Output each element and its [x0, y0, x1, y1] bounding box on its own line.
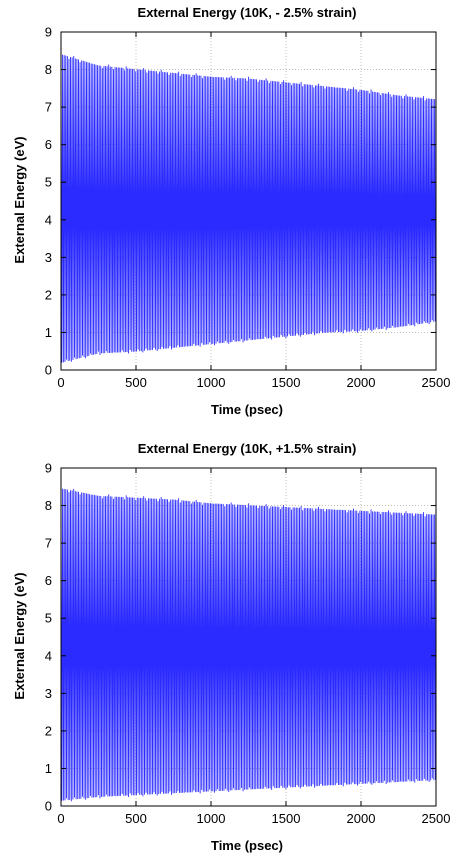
y-tick-label: 8: [45, 62, 52, 77]
data-series: [60, 488, 436, 802]
y-tick-label: 7: [45, 536, 52, 551]
plot-border: [60, 31, 437, 371]
chart-svg-strain-plus: External Energy (10K, +1.5% strain) Time…: [12, 441, 450, 853]
x-tick-label: 500: [125, 811, 147, 826]
y-tick-label: 1: [45, 761, 52, 776]
y-axis-ticks: 0 1 2 3 4 5 6 7 8 9: [45, 25, 436, 378]
y-tick-label: 2: [45, 287, 52, 302]
chart-svg-strain-minus: External Energy (10K, - 2.5% strain) Tim…: [12, 5, 450, 417]
y-tick-label: 7: [45, 100, 52, 115]
y-tick-label: 3: [45, 686, 52, 701]
y-tick-label: 5: [45, 611, 52, 626]
series-line: [60, 488, 436, 802]
y-tick-label: 9: [45, 25, 52, 40]
plot-border: [60, 467, 437, 807]
y-tick-label: 0: [45, 363, 52, 378]
x-tick-label: 2500: [422, 375, 451, 390]
y-tick-label: 4: [45, 648, 52, 663]
x-tick-label: 1500: [272, 375, 301, 390]
x-tick-label: 0: [57, 375, 64, 390]
x-tick-label: 1000: [197, 811, 226, 826]
x-axis-title: Time (psec): [211, 402, 283, 417]
plot-frame: [60, 467, 437, 807]
x-tick-label: 2500: [422, 811, 451, 826]
x-tick-label: 1500: [272, 811, 301, 826]
x-axis-ticks: 0 500 1000 1500 2000 2500: [57, 32, 450, 390]
x-tick-label: 2000: [347, 811, 376, 826]
y-axis-ticks: 0 1 2 3 4 5 6 7 8 9: [45, 461, 436, 814]
y-axis-title: External Energy (eV): [12, 572, 27, 699]
x-tick-label: 0: [57, 811, 64, 826]
x-tick-label: 2000: [347, 375, 376, 390]
chart-title: External Energy (10K, +1.5% strain): [138, 441, 357, 456]
chart-title: External Energy (10K, - 2.5% strain): [138, 5, 357, 20]
y-axis-title: External Energy (eV): [12, 136, 27, 263]
x-tick-label: 1000: [197, 375, 226, 390]
y-tick-label: 5: [45, 175, 52, 190]
chart-panel-strain-minus: External Energy (10K, - 2.5% strain) Tim…: [12, 5, 450, 417]
plot-frame: [60, 31, 437, 371]
y-tick-label: 6: [45, 573, 52, 588]
chart-panel-strain-plus: External Energy (10K, +1.5% strain) Time…: [0, 428, 459, 856]
x-tick-label: 500: [125, 375, 147, 390]
y-tick-label: 0: [45, 799, 52, 814]
series-line: [60, 54, 436, 363]
y-tick-label: 8: [45, 498, 52, 513]
y-tick-label: 1: [45, 325, 52, 340]
y-tick-label: 4: [45, 212, 52, 227]
y-tick-label: 2: [45, 723, 52, 738]
x-axis-title: Time (psec): [211, 838, 283, 853]
y-tick-label: 3: [45, 250, 52, 265]
x-axis-ticks: 0 500 1000 1500 2000 2500: [57, 468, 450, 826]
data-series: [60, 54, 436, 363]
y-tick-label: 9: [45, 461, 52, 476]
y-tick-label: 6: [45, 137, 52, 152]
